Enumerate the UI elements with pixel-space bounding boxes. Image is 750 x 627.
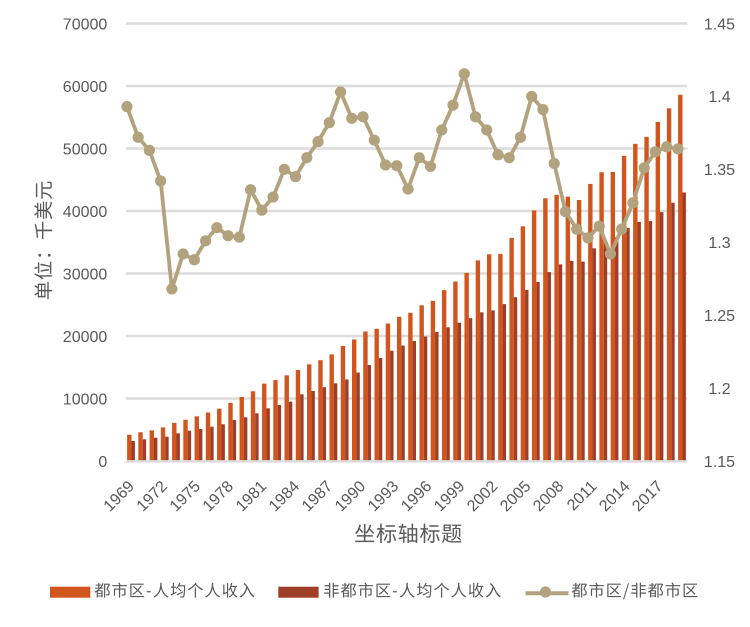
svg-text:1972: 1972 [134, 478, 171, 515]
svg-text:20000: 20000 [63, 329, 108, 346]
svg-text:2014: 2014 [596, 478, 633, 515]
svg-text:60000: 60000 [63, 79, 108, 96]
svg-text:1990: 1990 [332, 478, 369, 515]
svg-text:1.45: 1.45 [704, 16, 735, 33]
svg-text:1.15: 1.15 [704, 454, 735, 471]
svg-text:50000: 50000 [63, 141, 108, 158]
svg-text:1981: 1981 [233, 478, 270, 515]
svg-text:1984: 1984 [266, 478, 303, 515]
svg-text:1993: 1993 [365, 478, 402, 515]
svg-text:1.35: 1.35 [704, 162, 735, 179]
svg-text:2011: 2011 [564, 478, 600, 514]
svg-text:1999: 1999 [431, 478, 468, 515]
svg-text:1.2: 1.2 [708, 381, 730, 398]
svg-text:10000: 10000 [63, 391, 108, 408]
svg-text:0: 0 [98, 454, 107, 471]
svg-text:2002: 2002 [464, 478, 501, 515]
svg-text:40000: 40000 [63, 204, 108, 221]
svg-text:30000: 30000 [63, 266, 108, 283]
svg-text:70000: 70000 [63, 16, 108, 33]
svg-text:2017: 2017 [629, 478, 666, 515]
svg-text:1.25: 1.25 [704, 308, 735, 325]
svg-text:1969: 1969 [101, 478, 138, 515]
svg-text:1.4: 1.4 [708, 89, 730, 106]
svg-text:2008: 2008 [530, 478, 567, 515]
svg-text:1.3: 1.3 [708, 235, 730, 252]
svg-text:1975: 1975 [167, 478, 204, 515]
svg-text:1978: 1978 [200, 478, 237, 515]
svg-text:1987: 1987 [299, 478, 336, 515]
svg-text:2005: 2005 [497, 478, 534, 515]
svg-text:1996: 1996 [398, 478, 435, 515]
